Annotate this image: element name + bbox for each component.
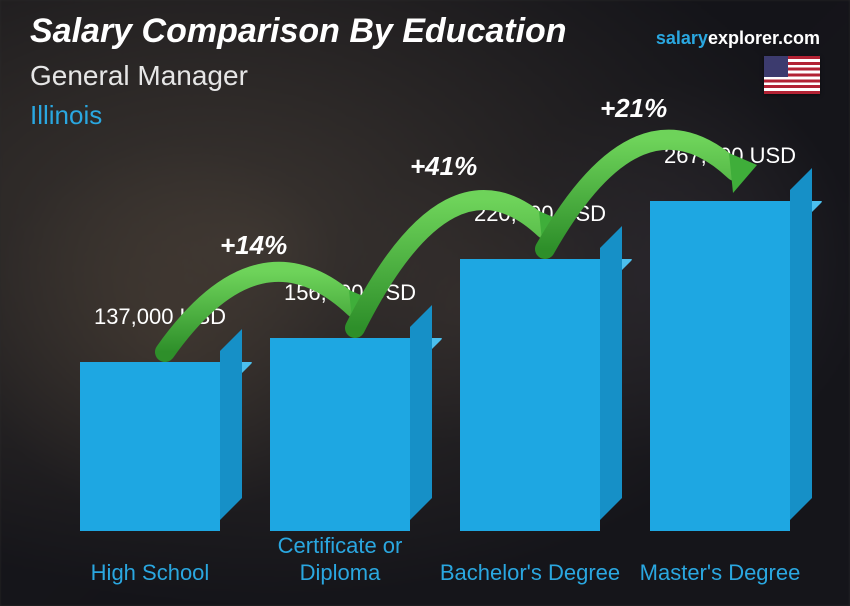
percent-increase-label: +41%: [410, 151, 477, 182]
container: Salary Comparison By Education General M…: [0, 0, 850, 606]
bar-side-face: [220, 329, 242, 520]
brand-prefix: salary: [656, 28, 708, 48]
category-label: Bachelor's Degree: [435, 560, 625, 586]
us-flag-icon: [764, 56, 820, 94]
percent-increase-label: +14%: [220, 230, 287, 261]
bar-side-face: [790, 168, 812, 520]
category-label: High School: [55, 560, 245, 586]
percent-increase-label: +21%: [600, 93, 667, 124]
bar-side-face: [410, 305, 432, 520]
bar-front-face: [650, 201, 790, 531]
bar-group: 156,000 USD: [270, 338, 410, 531]
bar: [270, 338, 410, 531]
category-label: Master's Degree: [625, 560, 815, 586]
bar-front-face: [460, 259, 600, 531]
bar-value-label: 220,000 USD: [440, 201, 640, 227]
bar-front-face: [270, 338, 410, 531]
bar-value-label: 137,000 USD: [60, 304, 260, 330]
brand-suffix: explorer.com: [708, 28, 820, 48]
bar-value-label: 267,000 USD: [630, 143, 830, 169]
category-label: Certificate or Diploma: [245, 533, 435, 586]
bar: [80, 362, 220, 531]
bar-group: 220,000 USD: [460, 259, 600, 531]
bar-chart: 137,000 USDHigh School156,000 USDCertifi…: [40, 130, 790, 586]
bar: [460, 259, 600, 531]
brand-logo-text: salaryexplorer.com: [656, 28, 820, 49]
page-title: Salary Comparison By Education: [30, 12, 567, 51]
job-title: General Manager: [30, 60, 248, 92]
bar-group: 267,000 USD: [650, 201, 790, 531]
bar: [650, 201, 790, 531]
bar-value-label: 156,000 USD: [250, 280, 450, 306]
bar-front-face: [80, 362, 220, 531]
bar-group: 137,000 USD: [80, 362, 220, 531]
location: Illinois: [30, 100, 102, 131]
bar-side-face: [600, 226, 622, 520]
